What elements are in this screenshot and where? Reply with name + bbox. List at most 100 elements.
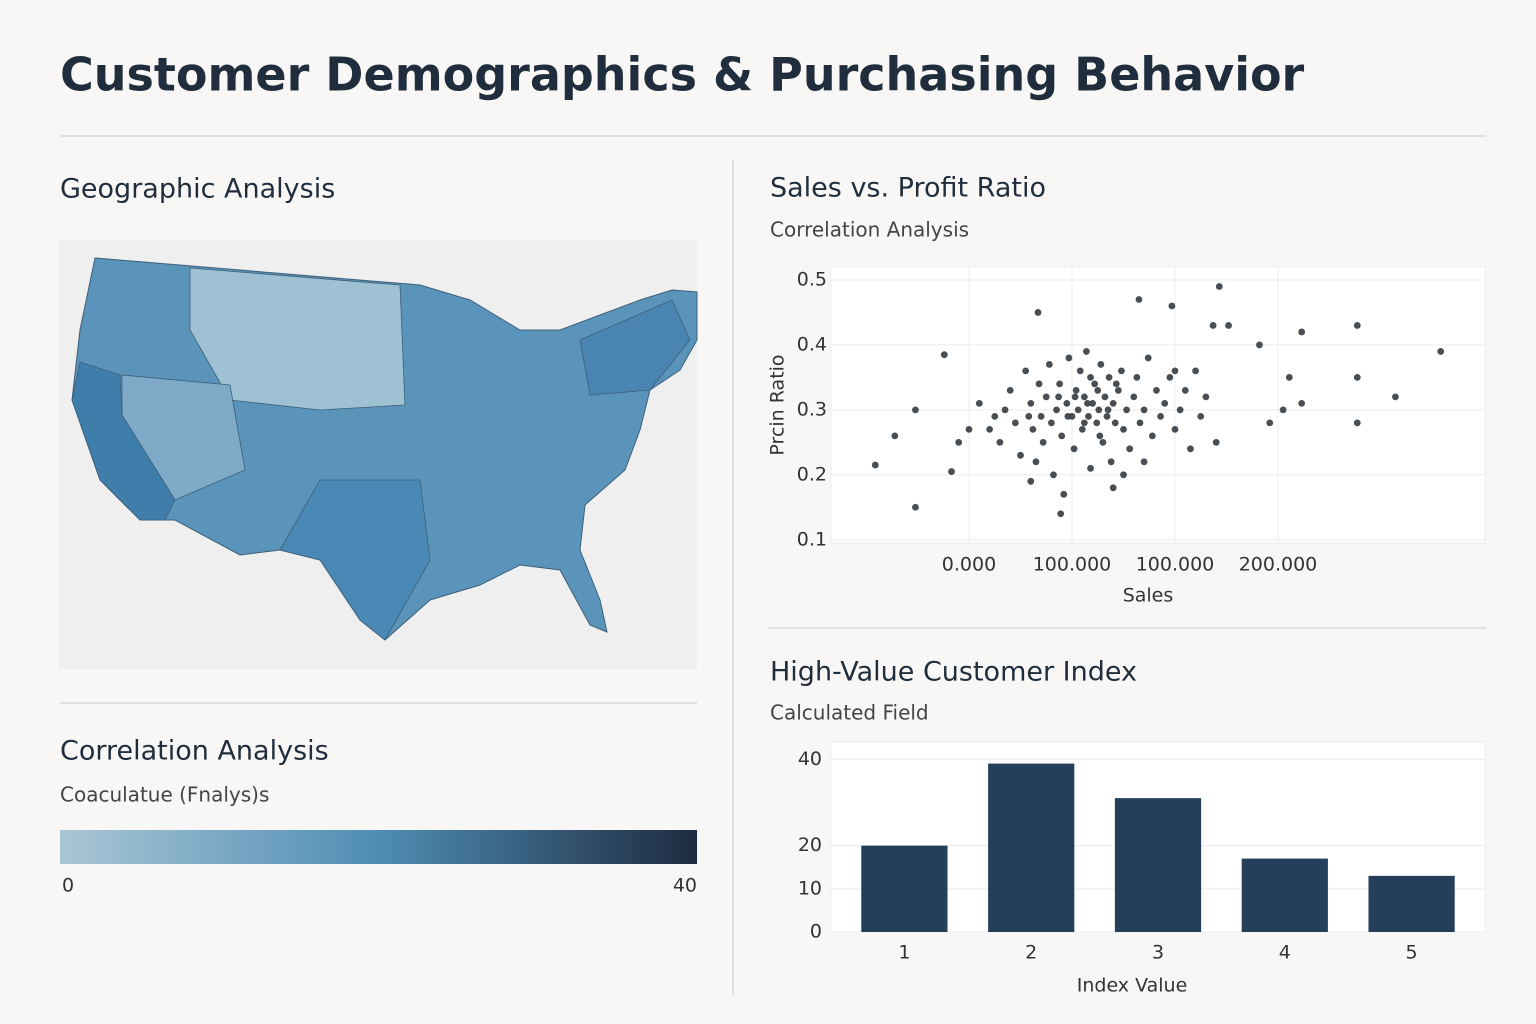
y-tick-label: 0.5 bbox=[797, 268, 827, 290]
scatter-point bbox=[1022, 367, 1030, 375]
scatter-point bbox=[1157, 412, 1164, 420]
scatter-point bbox=[1099, 438, 1107, 446]
scatter-point bbox=[1135, 296, 1143, 303]
scatter-point bbox=[1089, 399, 1096, 407]
scatter-point bbox=[1130, 393, 1138, 401]
scale-tick-label: 0 bbox=[62, 875, 74, 897]
scatter-point bbox=[1104, 406, 1112, 414]
scatter-point bbox=[965, 425, 973, 433]
scatter-point bbox=[1109, 484, 1117, 492]
scatter-point bbox=[1107, 458, 1115, 466]
scatter-point bbox=[1053, 406, 1060, 414]
scatter-point bbox=[1168, 302, 1176, 310]
scatter-point bbox=[1212, 438, 1220, 446]
bar bbox=[988, 763, 1075, 932]
section-title: Correlation Analysis bbox=[60, 736, 329, 767]
scatter-point bbox=[1123, 406, 1130, 414]
bar bbox=[1241, 858, 1328, 932]
color-scale bbox=[60, 830, 697, 864]
y-tick-label: 0.2 bbox=[797, 463, 827, 485]
scatter-point bbox=[1285, 374, 1293, 381]
scatter-point bbox=[1039, 438, 1047, 446]
section-subtitle: Correlation Analysis bbox=[770, 218, 969, 242]
scatter-point bbox=[1006, 386, 1014, 394]
y-tick-label: 0.3 bbox=[797, 398, 827, 420]
x-axis-label: Sales bbox=[1123, 585, 1174, 607]
map bbox=[59, 240, 698, 669]
scatter-point bbox=[1087, 374, 1094, 381]
scatter-point bbox=[1176, 406, 1184, 414]
scatter-point bbox=[1094, 386, 1102, 394]
scatter-point bbox=[1032, 458, 1040, 466]
y-axis-label: Prcin Ratio bbox=[767, 354, 789, 455]
scatter-point bbox=[1181, 386, 1189, 394]
scatter-point bbox=[1035, 380, 1043, 388]
scatter-point bbox=[1078, 425, 1086, 433]
scatter-point bbox=[940, 351, 948, 359]
scatter-point bbox=[996, 438, 1004, 446]
scatter-point bbox=[1298, 399, 1306, 407]
scale-tick-label: 40 bbox=[673, 875, 697, 897]
y-tick-label: 20 bbox=[798, 834, 822, 856]
scatter-point bbox=[1096, 432, 1104, 440]
scatter-point bbox=[1166, 374, 1174, 381]
scatter-point bbox=[1391, 393, 1399, 401]
scatter-point bbox=[1097, 361, 1105, 368]
scatter-point bbox=[1065, 354, 1073, 362]
region bbox=[71, 361, 176, 521]
scatter-point bbox=[1055, 393, 1063, 401]
x-tick-label: 4 bbox=[1279, 942, 1291, 964]
scatter-point bbox=[1087, 464, 1094, 472]
scatter-point bbox=[1112, 380, 1120, 388]
scatter-point bbox=[955, 438, 963, 446]
scatter-point bbox=[1215, 283, 1223, 290]
scatter-point bbox=[1197, 412, 1205, 420]
scatter-point bbox=[1037, 412, 1045, 420]
scatter-point bbox=[1120, 471, 1127, 479]
scatter-point bbox=[1093, 419, 1101, 427]
scatter-point bbox=[1025, 412, 1033, 420]
scatter-point bbox=[1161, 399, 1169, 407]
scatter-point bbox=[1057, 510, 1065, 518]
page-title: Customer Demographics & Purchasing Behav… bbox=[60, 48, 1305, 102]
x-tick-label: 2 bbox=[1025, 942, 1037, 964]
section-title: Sales vs. Profit Ratio bbox=[770, 173, 1046, 204]
scatter-point bbox=[948, 468, 955, 475]
scatter-point bbox=[1072, 386, 1080, 394]
scatter-point bbox=[912, 406, 919, 414]
scatter-point bbox=[1063, 399, 1071, 407]
y-tick-label: 40 bbox=[798, 748, 822, 770]
scatter-point bbox=[1027, 399, 1035, 407]
scatter-point bbox=[1192, 367, 1199, 375]
scatter-point bbox=[1101, 393, 1109, 401]
scatter-point bbox=[975, 399, 983, 407]
scatter-point bbox=[1050, 471, 1057, 479]
scatter-point bbox=[1136, 419, 1144, 427]
scatter-point bbox=[1085, 412, 1092, 420]
region bbox=[189, 267, 406, 411]
scatter-point bbox=[1074, 406, 1082, 414]
scatter-point bbox=[1017, 451, 1024, 459]
scatter-point bbox=[912, 503, 919, 511]
scatter-point bbox=[1171, 367, 1179, 375]
scatter-point bbox=[1140, 458, 1148, 466]
scatter-point bbox=[1045, 361, 1053, 368]
scatter-point bbox=[1034, 309, 1042, 316]
scatter-point bbox=[1140, 406, 1148, 414]
section-title: Geographic Analysis bbox=[60, 174, 335, 205]
bar bbox=[1368, 875, 1455, 932]
scatter-point bbox=[1171, 425, 1179, 433]
scatter-point bbox=[1209, 322, 1217, 329]
scatter-point bbox=[1353, 322, 1361, 329]
scatter-point bbox=[1095, 406, 1103, 414]
scatter-point bbox=[1091, 380, 1099, 388]
scatter-point bbox=[1058, 432, 1066, 440]
scatter-point bbox=[1080, 419, 1088, 427]
x-tick-label: 1 bbox=[898, 942, 910, 964]
scatter-point bbox=[1279, 406, 1287, 414]
scatter-point bbox=[1118, 367, 1125, 375]
scatter-point bbox=[1437, 348, 1445, 355]
scatter-point bbox=[1076, 367, 1084, 375]
scatter-point bbox=[1027, 477, 1035, 485]
